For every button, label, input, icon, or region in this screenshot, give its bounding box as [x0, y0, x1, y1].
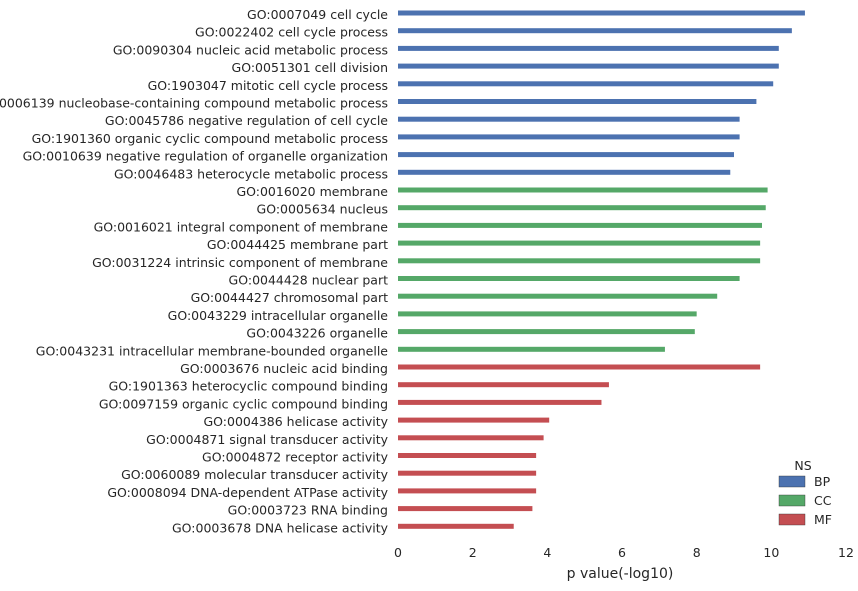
bar-cc: [398, 293, 718, 299]
category-label: GO:0044428 nuclear part: [229, 273, 389, 288]
category-label: GO:0016020 membrane: [236, 184, 388, 199]
bar-mf: [398, 364, 761, 370]
bar-bp: [398, 116, 740, 122]
bar-bp: [398, 152, 734, 158]
legend-swatch-mf: [778, 513, 806, 526]
legend-label-mf: MF: [814, 512, 832, 527]
bar-bp: [398, 28, 792, 34]
legend: NS BP CC MF: [778, 458, 832, 527]
x-tick-label: 6: [618, 545, 626, 560]
category-label: GO:0045786 negative regulation of cell c…: [105, 113, 388, 128]
category-label: GO:0031224 intrinsic component of membra…: [92, 255, 388, 270]
category-label: GO:0097159 organic cyclic compound bindi…: [99, 396, 388, 411]
x-tick-label: 0: [394, 545, 402, 560]
category-label: GO:0046483 heterocycle metabolic process: [114, 166, 388, 181]
legend-label-bp: BP: [814, 474, 831, 489]
bar-cc: [398, 222, 762, 228]
bar-mf: [398, 488, 537, 494]
bar-mf: [398, 470, 537, 476]
category-label: GO:0004872 receptor activity: [202, 450, 389, 465]
bar-cc: [398, 258, 761, 264]
bar-bp: [398, 81, 774, 87]
bar-mf: [398, 417, 550, 423]
bars-group: [398, 10, 805, 529]
bar-mf: [398, 399, 602, 405]
category-label: GO:0016021 integral component of membran…: [94, 219, 389, 234]
legend-swatch-cc: [778, 494, 806, 507]
category-label: GO:0010639 negative regulation of organe…: [23, 149, 388, 164]
legend-items: BP CC MF: [778, 474, 832, 527]
category-labels-group: GO:0007049 cell cycle GO:0022402 cell cyc…: [0, 7, 389, 535]
category-label: GO:0043231 intracellular membrane-bounde…: [36, 343, 389, 358]
bar-cc: [398, 205, 766, 211]
category-label: GO:1901360 organic cyclic compound metab…: [32, 131, 388, 146]
category-label: GO:0060089 molecular transducer activity: [121, 467, 389, 482]
category-label: GO:0008094 DNA-dependent ATPase activity: [107, 485, 388, 500]
category-label: GO:0003723 RNA binding: [228, 503, 388, 518]
bar-bp: [398, 63, 779, 69]
bar-bp: [398, 10, 805, 16]
category-label: GO:0003676 nucleic acid binding: [180, 361, 388, 376]
category-label: GO:0004871 signal transducer activity: [146, 432, 388, 447]
category-label: GO:0044427 chromosomal part: [191, 290, 388, 305]
category-label: GO:0004386 helicase activity: [203, 414, 388, 429]
x-tick-labels-group: 0 2 4 6 8 10 12: [394, 545, 854, 560]
bar-mf: [398, 506, 533, 512]
bar-cc: [398, 329, 695, 335]
x-tick-label: 4: [543, 545, 551, 560]
legend-swatch-bp: [778, 475, 806, 488]
x-tick-label: 2: [469, 545, 477, 560]
category-label: GO:0007049 cell cycle: [247, 7, 388, 22]
category-label: GO:0005634 nucleus: [257, 202, 388, 217]
bar-mf: [398, 435, 544, 441]
bar-cc: [398, 311, 697, 317]
category-label: GO:0006139 nucleobase-containing compoun…: [0, 96, 388, 111]
category-label: GO:0022402 cell cycle process: [195, 25, 388, 40]
category-label: GO:0043226 organelle: [246, 326, 388, 341]
bar-mf: [398, 382, 609, 388]
legend-title: NS: [794, 458, 811, 473]
bar-cc: [398, 187, 768, 193]
bar-bp: [398, 134, 740, 140]
category-label: GO:0051301 cell division: [232, 60, 388, 75]
bar-mf: [398, 523, 514, 529]
x-tick-label: 12: [838, 545, 854, 560]
bar-cc: [398, 240, 761, 246]
bar-bp: [398, 45, 779, 51]
category-label: GO:0043229 intracellular organelle: [168, 308, 389, 323]
bar-mf: [398, 453, 537, 458]
bar-cc: [398, 346, 665, 352]
x-tick-label: 8: [693, 545, 701, 560]
x-axis-label: p value(-log10): [567, 566, 674, 582]
category-label: GO:0003678 DNA helicase activity: [172, 520, 389, 535]
category-label: GO:0090304 nucleic acid metabolic proces…: [113, 42, 388, 57]
legend-label-cc: CC: [814, 493, 832, 508]
category-label: GO:1901363 heterocyclic compound binding: [109, 379, 388, 394]
bar-bp: [398, 169, 731, 175]
bar-bp: [398, 99, 757, 104]
bar-cc: [398, 276, 740, 281]
category-label: GO:0044425 membrane part: [207, 237, 388, 252]
x-tick-label: 10: [763, 545, 779, 560]
category-label: GO:1903047 mitotic cell cycle process: [148, 78, 388, 93]
